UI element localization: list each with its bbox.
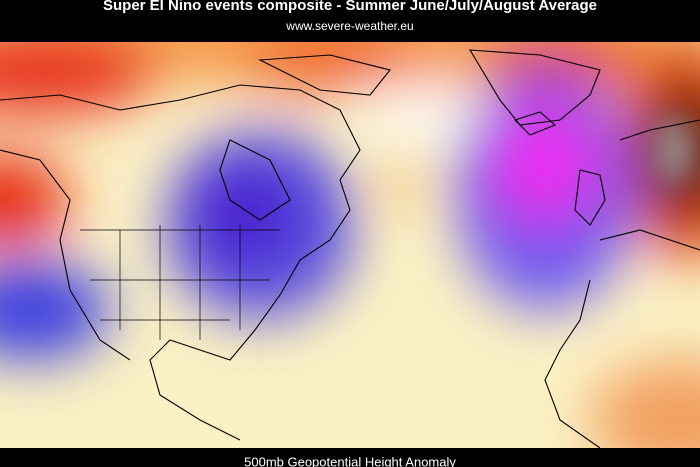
coastlines bbox=[0, 49, 700, 448]
subtitle: www.severe-weather.eu bbox=[285, 19, 413, 33]
title: Super El Nino events composite - Summer … bbox=[103, 0, 597, 14]
footer-label: 500mb Geopotential Height Anomaly bbox=[244, 454, 456, 467]
anomaly-core bbox=[655, 115, 695, 185]
